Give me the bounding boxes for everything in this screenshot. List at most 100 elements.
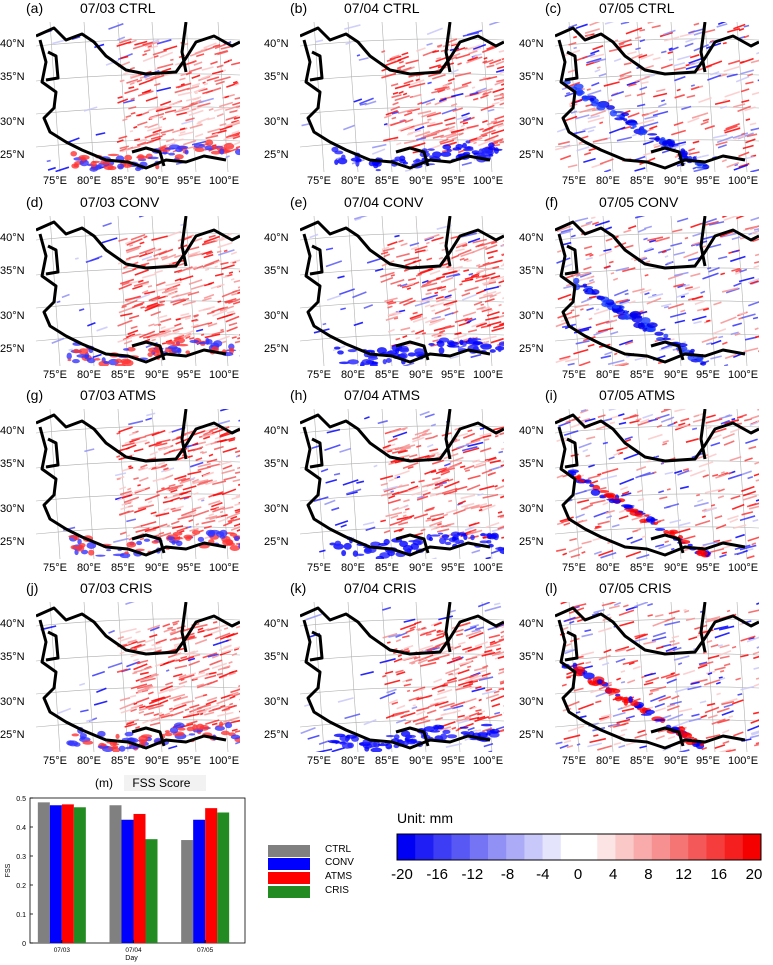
longitude-label: 95°E <box>177 755 201 767</box>
y-axis-label: FSS <box>5 863 12 877</box>
latitude-label: 30°N <box>264 310 289 322</box>
latitude-label: 25°N <box>519 343 544 355</box>
longitude-label: 95°E <box>696 755 720 767</box>
x-tick-label: 07/05 <box>197 947 214 954</box>
y-tick-label: 0.4 <box>16 825 26 832</box>
map-panel-f: (f) 07/05 CONV 40°N 35°N 30°N 25°N 75°E 80°E 85°… <box>519 194 759 384</box>
longitude-label: 85°E <box>375 755 399 767</box>
longitude-label: 90°E <box>409 369 433 381</box>
map-panel-title: (c) 07/05 CTRL <box>519 0 759 18</box>
himalaya-band <box>567 469 712 558</box>
y-tick-label: 0.5 <box>16 796 26 803</box>
longitude-label: 100°E <box>728 562 759 574</box>
map-field <box>555 216 759 366</box>
fss-chart-title: FSS Score <box>124 775 207 791</box>
colorbar-unit-label: Unit: mm <box>397 810 453 826</box>
longitude-label: 90°E <box>664 562 688 574</box>
latitude-label: 25°N <box>0 149 25 161</box>
legend-swatch <box>268 858 310 870</box>
latitude-label: 35°N <box>0 265 25 277</box>
latitude-label: 40°N <box>264 618 289 630</box>
map-field <box>555 22 759 172</box>
longitude-label: 100°E <box>728 175 759 187</box>
map-field <box>555 409 759 559</box>
latitude-label: 40°N <box>519 232 544 244</box>
longitude-label: 90°E <box>664 755 688 767</box>
colorbar-bin <box>397 834 416 860</box>
panel-name: 07/04 CTRL <box>344 0 420 16</box>
precipitation-map <box>300 409 504 559</box>
map-field <box>555 602 759 752</box>
longitude-label: 75°E <box>562 369 586 381</box>
panel-letter: (i) <box>545 387 558 403</box>
longitude-label: 80°E <box>341 562 365 574</box>
colorbar-bin <box>742 834 762 860</box>
fss-bar-conv-1 <box>121 819 134 943</box>
latitude-label: 35°N <box>0 458 25 470</box>
country-borders <box>36 22 240 170</box>
fss-bar-atms-0 <box>61 804 74 943</box>
panel-letter: (j) <box>26 580 39 596</box>
panel-name: 07/03 CONV <box>80 194 160 210</box>
fss-panel-letter: (m) <box>95 776 113 790</box>
latitude-label: 30°N <box>519 310 544 322</box>
longitude-label: 100°E <box>473 175 504 187</box>
latitude-label: 35°N <box>519 651 544 663</box>
legend-label: CRIS <box>325 885 349 896</box>
latitude-label: 25°N <box>0 536 25 548</box>
longitude-label: 75°E <box>562 562 586 574</box>
latitude-label: 40°N <box>0 425 25 437</box>
latitude-label: 25°N <box>0 343 25 355</box>
latitude-label: 35°N <box>264 651 289 663</box>
panel-name: 07/05 CTRL <box>599 0 675 16</box>
latitude-label: 40°N <box>0 232 25 244</box>
latitude-label: 25°N <box>264 729 289 741</box>
map-panel-j: (j) 07/03 CRIS 40°N 35°N 30°N 25°N 75°E 80°E 85°… <box>0 580 240 770</box>
legend-label: CTRL <box>325 844 352 855</box>
panel-letter: (d) <box>26 194 44 210</box>
longitude-label: 75°E <box>307 562 331 574</box>
x-axis-label: Day <box>125 955 138 962</box>
colorbar-tick-label: 20 <box>745 866 763 883</box>
longitude-label: 85°E <box>111 755 135 767</box>
colorbar-bin <box>542 834 562 860</box>
latitude-label: 40°N <box>0 618 25 630</box>
precipitation-map <box>36 409 240 559</box>
longitude-label: 90°E <box>145 175 169 187</box>
colorbar-bin <box>633 834 653 860</box>
map-field <box>36 409 240 559</box>
latitude-label: 30°N <box>0 116 25 128</box>
longitude-label: 95°E <box>696 369 720 381</box>
colorbar-bin <box>506 834 525 860</box>
longitude-label: 75°E <box>307 755 331 767</box>
longitude-label: 80°E <box>341 755 365 767</box>
precip-difference-field <box>555 22 759 172</box>
colorbar-tick-label: 4 <box>609 866 618 883</box>
panel-name: 07/05 CRIS <box>599 580 672 596</box>
latitude-label: 30°N <box>264 503 289 515</box>
colorbar-tick-label: -4 <box>536 866 550 883</box>
longitude-label: 85°E <box>375 369 399 381</box>
longitude-label: 80°E <box>596 369 620 381</box>
precipitation-map <box>300 216 504 366</box>
map-panel-k: (k) 07/04 CRIS 40°N 35°N 30°N 25°N 75°E 80°E 85°… <box>264 580 504 770</box>
country-borders <box>555 602 759 750</box>
longitude-label: 75°E <box>562 175 586 187</box>
longitude-label: 90°E <box>409 562 433 574</box>
colorbar-bin <box>688 834 707 860</box>
panel-letter: (g) <box>26 387 44 403</box>
fss-bar-cris-0 <box>73 807 86 943</box>
y-tick-label: 0.3 <box>16 854 26 861</box>
fss-bar-cris-2 <box>217 812 230 943</box>
latitude-label: 25°N <box>264 536 289 548</box>
fss-bar-ctrl-0 <box>37 802 50 943</box>
country-borders <box>555 22 759 170</box>
map-panel-title: (b) 07/04 CTRL <box>264 0 504 18</box>
himalaya-band <box>561 662 705 750</box>
colorbar-tick-label: -20 <box>391 866 413 883</box>
longitude-label: 75°E <box>43 562 67 574</box>
colorbar-bin <box>706 834 725 860</box>
longitude-label: 95°E <box>696 562 720 574</box>
panel-letter: (b) <box>290 0 308 16</box>
legend-swatch <box>268 886 310 898</box>
